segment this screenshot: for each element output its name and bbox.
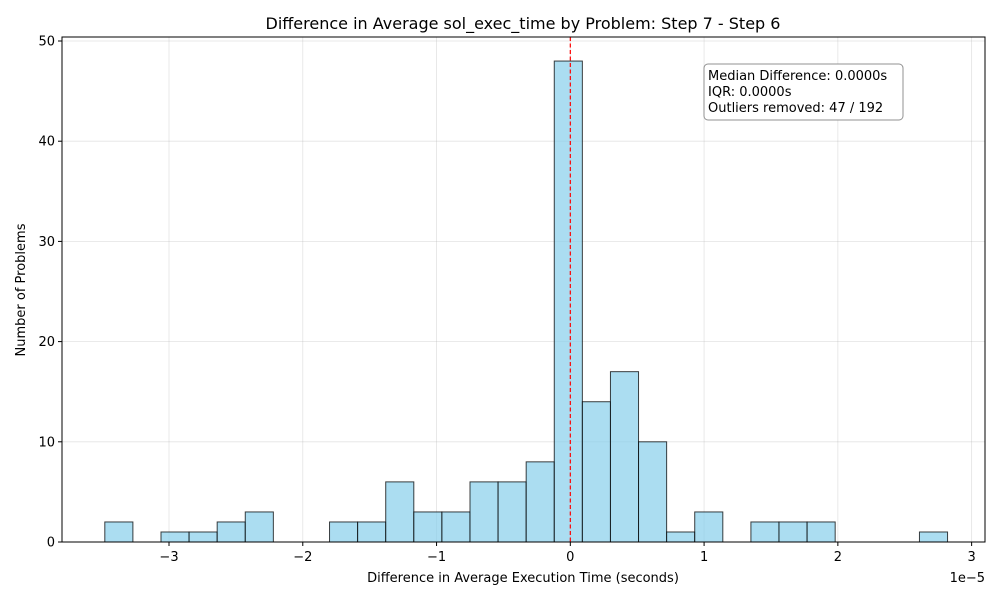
histogram-bar [497, 481, 527, 543]
x-tick-label: −2 [293, 550, 312, 565]
x-tick-label: 1 [700, 550, 708, 565]
histogram-bar [918, 531, 949, 543]
x-axis-ticks: −3 −2 −1 0 1 2 3 [159, 542, 976, 565]
histogram-bar [357, 521, 387, 543]
x-tick-label: 3 [967, 550, 975, 565]
histogram-bars [104, 60, 949, 543]
x-tick-label: 2 [834, 550, 842, 565]
stats-median: Median Difference: 0.0000s [708, 69, 887, 84]
y-tick-label: 20 [38, 335, 55, 350]
y-tick-label: 50 [38, 35, 55, 50]
histogram-bar [694, 511, 724, 543]
histogram-bar [329, 521, 359, 543]
histogram-bar [244, 511, 274, 543]
stats-box-frame [703, 63, 904, 121]
histogram-bar [525, 461, 555, 543]
histogram-bar [413, 511, 443, 543]
histogram-bar [778, 521, 808, 543]
y-tick-label: 30 [38, 235, 55, 250]
histogram-bar [188, 531, 218, 543]
x-tick-label: 0 [566, 550, 574, 565]
stats-iqr: IQR: 0.0000s [708, 85, 792, 100]
stats-outliers: Outliers removed: 47 / 192 [708, 101, 883, 116]
y-tick-label: 0 [47, 536, 55, 551]
histogram-bar [385, 481, 415, 543]
x-tick-label: −1 [427, 550, 446, 565]
x-axis-label: Difference in Average Execution Time (se… [367, 571, 679, 586]
y-axis-label: Number of Problems [14, 223, 29, 356]
plot-frame [61, 36, 986, 543]
histogram-bar [638, 441, 668, 543]
grid-lines [62, 37, 985, 543]
histogram-bar [441, 511, 471, 543]
y-tick-label: 40 [38, 135, 55, 150]
histogram-bar [104, 521, 134, 543]
chart-title: Difference in Average sol_exec_time by P… [266, 14, 781, 34]
x-tick-label: −3 [159, 550, 178, 565]
histogram-bar [750, 521, 780, 543]
histogram-bar [216, 521, 246, 543]
y-axis-ticks: 0 10 20 30 40 50 [38, 35, 62, 551]
histogram-bar [469, 481, 499, 543]
y-tick-label: 10 [38, 435, 55, 450]
stats-box: Median Difference: 0.0000s IQR: 0.0000s … [703, 63, 904, 121]
histogram-bar [581, 401, 611, 543]
histogram-bar [609, 371, 640, 543]
histogram-bar [806, 521, 836, 543]
histogram-bar [160, 531, 190, 543]
x-axis-scale-label: 1e−5 [950, 571, 985, 586]
histogram-bar [666, 531, 696, 543]
histogram-bar [553, 60, 583, 543]
